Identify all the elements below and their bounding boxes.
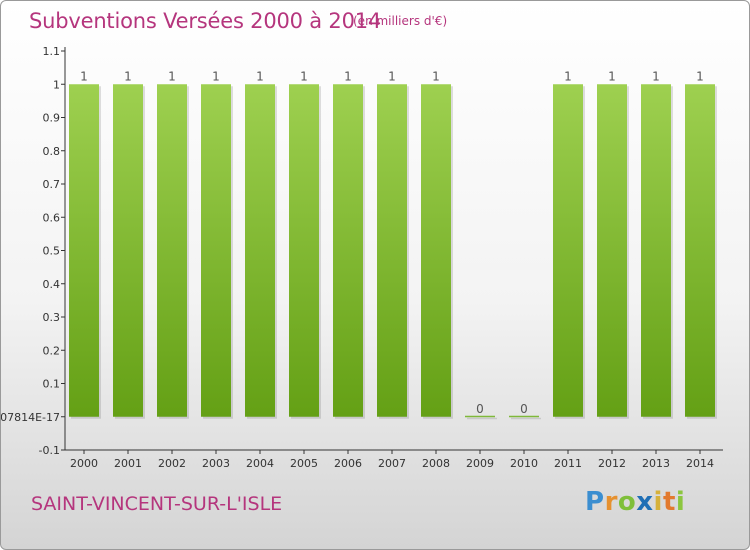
- bar: [157, 84, 187, 417]
- y-tick-label: 0.1: [43, 378, 61, 391]
- x-tick-label: 2011: [554, 457, 582, 470]
- bar: [465, 415, 495, 418]
- y-tick-label: 0.5: [43, 245, 61, 258]
- x-tick-label: 2006: [334, 457, 362, 470]
- bar: [597, 84, 627, 417]
- bar: [201, 84, 231, 417]
- bar-value-label: 1: [300, 69, 308, 83]
- y-tick-label: 0.3: [43, 311, 61, 324]
- bar: [553, 84, 583, 417]
- bar: [421, 84, 451, 417]
- logo-letter: r: [604, 487, 618, 517]
- logo-letter: o: [617, 487, 637, 517]
- proxiti-logo: Proxiti: [585, 487, 685, 517]
- y-tick-label: 1: [53, 78, 60, 91]
- bar-value-label: 1: [344, 69, 352, 83]
- bar-value-label: 1: [124, 69, 132, 83]
- x-tick-label: 2002: [158, 457, 186, 470]
- bar: [245, 84, 275, 417]
- bar-value-label: 1: [168, 69, 176, 83]
- bar: [333, 84, 363, 417]
- bar: [289, 84, 319, 417]
- x-tick-label: 2012: [598, 457, 626, 470]
- y-axis: -0.1 1.3877787807814E-17 0.1 0.2 0.3 0.4 0.5 0.…: [1, 45, 66, 457]
- bar-value-label: 1: [652, 69, 660, 83]
- logo-letter: i: [653, 487, 663, 517]
- x-tick-label: 2005: [290, 457, 318, 470]
- y-tick-label: 0.9: [43, 112, 61, 125]
- logo-letter: i: [675, 487, 686, 517]
- x-tick-label: 2010: [510, 457, 538, 470]
- bar-value-label: 1: [432, 69, 440, 83]
- bar-value-label: 1: [388, 69, 396, 83]
- bar-value-label: 1: [608, 69, 616, 83]
- bar: [69, 84, 99, 417]
- bar: [509, 415, 539, 418]
- bar-shadow: [467, 417, 497, 420]
- x-tick-label: 2000: [70, 457, 98, 470]
- x-tick-label: 2003: [202, 457, 230, 470]
- x-tick-label: 2014: [686, 457, 714, 470]
- commune-name: SAINT-VINCENT-SUR-L'ISLE: [31, 493, 283, 515]
- chart-subtitle: (en milliers d'€): [353, 14, 448, 28]
- y-tick-label: -0.1: [39, 444, 60, 457]
- bar: [641, 84, 671, 417]
- bar: [685, 84, 715, 417]
- bar-value-label: 1: [564, 69, 572, 83]
- x-tick-label: 2013: [642, 457, 670, 470]
- x-tick-label: 2001: [114, 457, 142, 470]
- chart-title: Subventions Versées 2000 à 2014: [29, 9, 382, 33]
- y-tick-label: 0.2: [43, 344, 61, 357]
- bar-value-label: 1: [696, 69, 704, 83]
- bar-value-label: 1: [212, 69, 220, 83]
- bar-value-label: 1: [80, 69, 88, 83]
- bar: [377, 84, 407, 417]
- logo-letter: t: [662, 487, 676, 517]
- bar-shadow: [511, 417, 541, 420]
- logo-letter: x: [636, 487, 654, 517]
- y-tick-label: 1.1: [43, 45, 61, 58]
- x-tick-label: 2009: [466, 457, 494, 470]
- bar-value-label: 0: [476, 402, 484, 416]
- x-tick-label: 2007: [378, 457, 406, 470]
- logo-letter: P: [585, 487, 605, 517]
- bar-value-label: 0: [520, 402, 528, 416]
- y-tick-label: 1.3877787807814E-17: [1, 411, 60, 424]
- y-tick-label: 0.8: [43, 145, 61, 158]
- y-tick-label: 0.6: [43, 211, 61, 224]
- bar: [113, 84, 143, 417]
- x-tick-label: 2008: [422, 457, 450, 470]
- bars: 1 1 1 1 1 1 1 1 1 0 0 1 1 1 1: [69, 69, 717, 420]
- y-tick-label: 0.4: [43, 278, 61, 291]
- x-tick-label: 2004: [246, 457, 274, 470]
- bar-value-label: 1: [256, 69, 264, 83]
- x-axis: 2000 2001 2002 2003 2004 2005 2006 2007 2008 2009…: [65, 449, 723, 470]
- y-tick-label: 0.7: [43, 178, 61, 191]
